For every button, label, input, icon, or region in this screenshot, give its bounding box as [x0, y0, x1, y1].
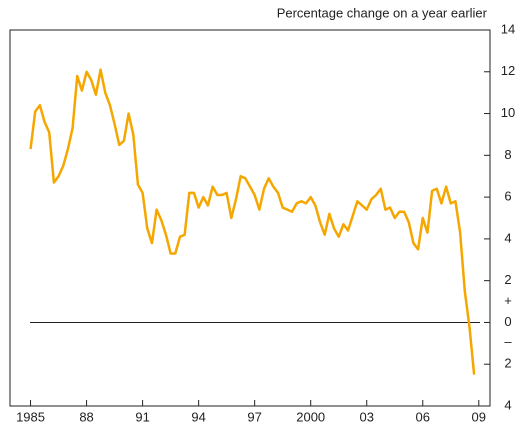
y-tick-label: 2: [504, 272, 511, 287]
x-tick-label: 94: [191, 409, 205, 424]
x-tick-label: 88: [79, 409, 93, 424]
y-tick-label: 8: [504, 147, 511, 162]
y-tick-label: 6: [504, 189, 511, 204]
y-tick-label: 10: [501, 105, 515, 120]
x-tick-label: 97: [247, 409, 261, 424]
x-tick-label: 2000: [296, 409, 325, 424]
y-tick-label: 4: [504, 230, 511, 245]
y-tick-label: 14: [501, 21, 515, 36]
chart-subtitle: Percentage change on a year earlier: [277, 5, 488, 20]
x-tick-label: 1985: [16, 409, 45, 424]
y-tick-label: 2: [504, 356, 511, 371]
plus-sign: +: [504, 293, 512, 308]
plot-frame: [9, 29, 491, 407]
minus-sign: –: [504, 334, 512, 349]
data-line: [29, 68, 476, 375]
y-tick-label: 12: [501, 63, 515, 78]
y-tick-label: 0: [504, 314, 511, 329]
x-tick-label: 09: [472, 409, 486, 424]
x-tick-label: 06: [416, 409, 430, 424]
x-tick-label: 91: [135, 409, 149, 424]
y-tick-label: 4: [504, 397, 511, 412]
x-tick-label: 03: [359, 409, 373, 424]
